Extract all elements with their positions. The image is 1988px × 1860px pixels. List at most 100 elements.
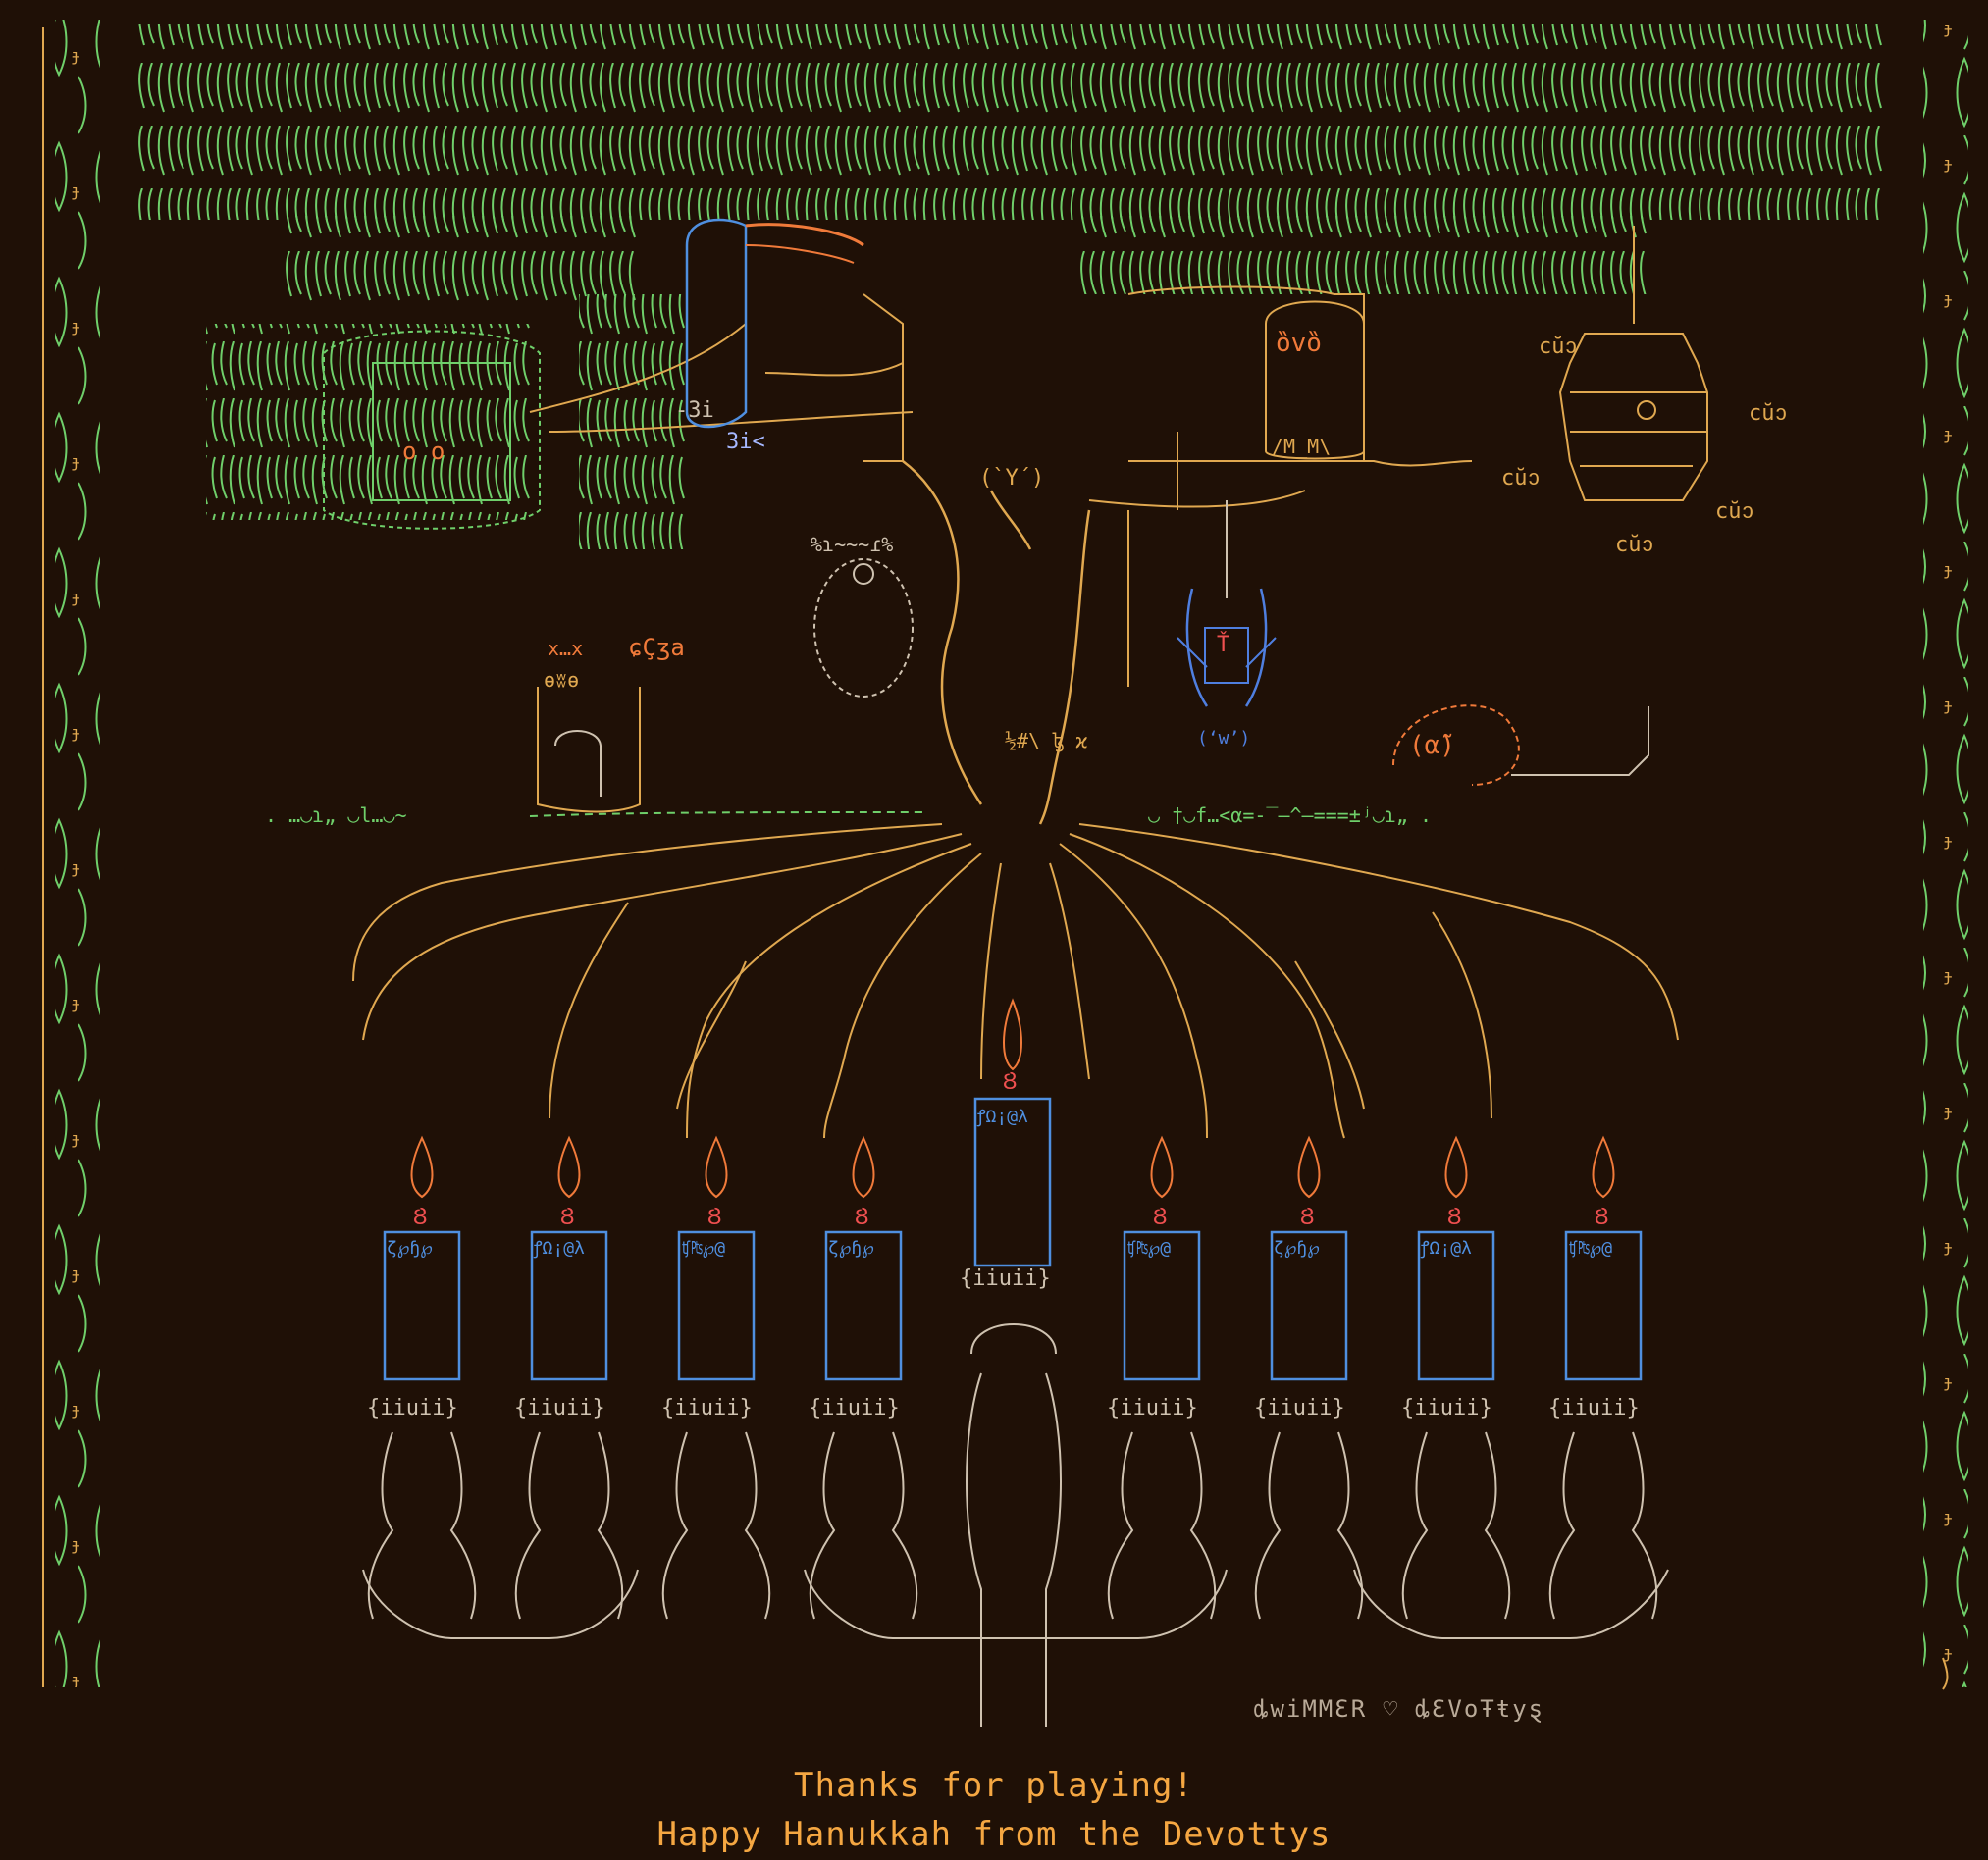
candle-holder-label: {iiuii} (367, 1396, 458, 1421)
menorah-base (362, 1323, 1669, 1727)
candle-holder-stem (514, 1431, 624, 1620)
beehive: cŭↄ cŭↄ cŭↄ cŭↄ cŭↄ (1501, 226, 1788, 557)
hive-tag-2: cŭↄ (1749, 401, 1788, 426)
tree-trunk (902, 460, 1091, 825)
candle-7: ȢꝭΩ¡@λ {iiuii} (1401, 1135, 1511, 1620)
candle-holder-label: {iiuii} (1107, 1396, 1198, 1421)
bat-creature: (`Y´) (979, 466, 1044, 491)
leaf-face: o o (402, 438, 445, 465)
candle-wick: Ȣ (707, 1203, 721, 1230)
shamash-candle: Ȣ ꝭΩ¡@λ {iiuii} (960, 998, 1052, 1291)
candle-body (1123, 1230, 1201, 1381)
tree-branches (529, 285, 1473, 687)
candle-holder-stem (1107, 1431, 1217, 1620)
candle-top-glyphs: ʧ₧℘@ (1126, 1238, 1171, 1259)
center-glyphs: ½#\ ɮ ϰ (1005, 729, 1087, 752)
candle-wick: Ȣ (1447, 1203, 1461, 1230)
candle-flame-outline (1444, 1135, 1468, 1199)
candle-flame-outline (705, 1135, 728, 1199)
hive-tag-4: cŭↄ (1715, 499, 1754, 524)
bat-face: (`Y´) (979, 466, 1044, 491)
candle-holder-stem (367, 1431, 477, 1620)
candle-body (824, 1230, 903, 1381)
candle-1: Ȣζ℘ɧ℘ {iiuii} (367, 1135, 477, 1620)
candle-flame-outline (1592, 1135, 1615, 1199)
candle-body (1564, 1230, 1643, 1381)
candle-body (1270, 1230, 1348, 1381)
cat-text: x…x (548, 637, 583, 660)
owl-feet: /M_M\ (1272, 435, 1331, 458)
tree-canopy (137, 24, 1884, 549)
candle-flame-outline (852, 1135, 875, 1199)
ground-right-text: ◡ †◡f…<α=-‾—^—===±ʲ◡ɿ„ . (1148, 803, 1432, 827)
candle-wick: Ȣ (413, 1203, 427, 1230)
candle-5: Ȣʧ₧℘@ {iiuii} (1107, 1135, 1217, 1620)
devottys-signature: ȡwiMMƐR ♡ ȡƐVoŦŧyȿ (1254, 1695, 1545, 1723)
candle-wick: Ȣ (1153, 1203, 1167, 1230)
menorah-candles: Ȣζ℘ɧ℘{iiuii}ȢꝭΩ¡@λ{iiuii}Ȣʧ₧℘@{iiuii}Ȣζ℘… (367, 1135, 1658, 1620)
candle-holder-label: {iiuii} (514, 1396, 605, 1421)
candle-top-glyphs: ʧ₧℘@ (1568, 1238, 1612, 1259)
candle-body (383, 1230, 461, 1381)
candle-6: Ȣζ℘ɧ℘ {iiuii} (1254, 1135, 1364, 1620)
candle-holder-stem (1548, 1431, 1658, 1620)
candle-holder-label: {iiuii} (809, 1396, 900, 1421)
ground-left-text: . …◡ɿ„ ◡l…◡~ (265, 803, 407, 827)
candle-holder-stem (1254, 1431, 1364, 1620)
cat-creature: x…x ɵʬɵ ɕÇʒa (537, 634, 685, 813)
candle-top-glyphs: ζ℘ɧ℘ (387, 1238, 433, 1259)
candle-body (677, 1230, 756, 1381)
candle-flame-outline (410, 1135, 434, 1199)
ground-line: . …◡ɿ„ ◡l…◡~ ◡ †◡f…<α=-‾—^—===±ʲ◡ɿ„ . (265, 803, 1432, 827)
snail-creature: (α̃) (1392, 704, 1649, 786)
candle-holder-label: {iiuii} (1401, 1396, 1492, 1421)
candle-4: Ȣζ℘ɧ℘ {iiuii} (809, 1135, 918, 1620)
thanks-message: Thanks for playing! (794, 1766, 1194, 1805)
candle-top-glyphs: ζ℘ɧ℘ (1274, 1238, 1320, 1259)
candle-holder-stem (661, 1431, 771, 1620)
candle-flame-outline (1150, 1135, 1174, 1199)
toucan-creature: -3i 3i< (675, 218, 864, 454)
candle-holder-label: {iiuii} (1254, 1396, 1345, 1421)
snail-face: (α̃) (1409, 731, 1455, 760)
candle-wick: Ȣ (855, 1203, 868, 1230)
toucan-label-1: -3i (675, 398, 714, 423)
candle-flame-outline (1297, 1135, 1321, 1199)
candle-holder-stem (1401, 1431, 1511, 1620)
cat-face: ɵʬɵ (544, 668, 579, 692)
candle-top-glyphs: ꝭΩ¡@λ (1420, 1238, 1472, 1259)
candle-body (530, 1230, 608, 1381)
left-border-pillar (42, 20, 100, 1687)
candle-flame-outline (557, 1135, 581, 1199)
spider-creature: Ť (‘w’) (1177, 500, 1277, 749)
candle-wick: Ȣ (560, 1203, 574, 1230)
right-border-pillar (1923, 20, 1968, 1690)
koala-creature: %ɿ~~~ɾ% (811, 533, 914, 698)
hive-tag-1: cŭↄ (1539, 335, 1578, 359)
candle-top-glyphs: ζ℘ɧ℘ (828, 1238, 874, 1259)
owl-creature: ȍvȍ /M_M\ (1265, 300, 1365, 460)
candle-8: Ȣʧ₧℘@ {iiuii} (1548, 1135, 1658, 1620)
happy-hanukkah-message: Happy Hanukkah from the Devottys (656, 1815, 1332, 1854)
candle-2: ȢꝭΩ¡@λ {iiuii} (514, 1135, 624, 1620)
owl-face: ȍvȍ (1276, 329, 1322, 358)
cat-tag: ɕÇʒa (628, 634, 685, 661)
candle-top-glyphs: ꝭΩ¡@λ (533, 1238, 585, 1259)
candle-wick: Ȣ (1595, 1203, 1608, 1230)
candle-holder-label: {iiuii} (1548, 1396, 1640, 1421)
svg-text:Ť: Ť (1217, 632, 1229, 657)
hive-tag-5: cŭↄ (1615, 533, 1654, 557)
shamash-flame: Ȣ (1003, 1067, 1017, 1095)
toucan-label-2: 3i< (726, 430, 765, 454)
candle-body (1417, 1230, 1495, 1381)
shamash-label: {iiuii} (960, 1266, 1051, 1291)
leaf-creature: o o (323, 330, 541, 530)
candle-top-glyphs: ʧ₧℘@ (681, 1238, 725, 1259)
candle-holder-stem (809, 1431, 918, 1620)
shamash-top: ꝭΩ¡@λ (976, 1107, 1028, 1127)
koala-text: %ɿ~~~ɾ% (811, 533, 893, 556)
tree-roots (352, 823, 1679, 1139)
hive-tag-3: cŭↄ (1501, 466, 1541, 491)
spider-face: (‘w’) (1197, 728, 1250, 749)
